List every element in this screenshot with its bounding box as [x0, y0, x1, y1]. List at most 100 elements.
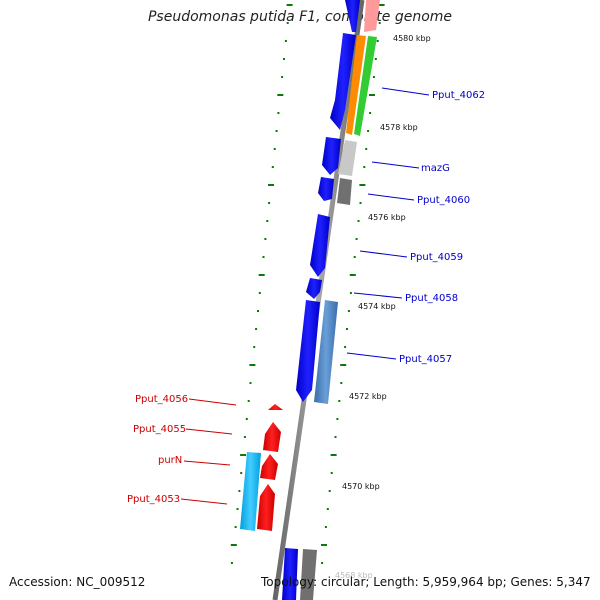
gene-arrow[interactable]: [314, 300, 338, 404]
tick-mark: [367, 130, 370, 132]
tick-mark: [257, 310, 259, 312]
tick-mark: [357, 220, 360, 222]
tick-mark: [349, 292, 352, 294]
tick-mark: [353, 256, 356, 258]
tick-mark: [336, 418, 339, 420]
genome-backbone: [272, 0, 365, 600]
tick-mark: [240, 454, 247, 456]
tick-mark: [271, 166, 274, 168]
tick-mark: [286, 22, 289, 24]
tick-mark: [340, 364, 347, 366]
gene-arrow[interactable]: [260, 454, 278, 480]
gene-arrow[interactable]: [296, 300, 320, 402]
tick-mark: [369, 112, 372, 114]
tick-mark: [372, 76, 375, 78]
tick-mark: [321, 562, 324, 564]
tick-mark: [328, 490, 331, 492]
gene-arrow[interactable]: [257, 484, 275, 531]
gene-arrow[interactable]: [306, 278, 322, 299]
tick-mark: [253, 346, 256, 348]
gene-arrow[interactable]: [300, 549, 317, 600]
tick-mark: [268, 202, 271, 204]
tick-mark: [245, 418, 248, 420]
tick-mark: [255, 328, 258, 330]
gene-arrow[interactable]: [345, 0, 360, 32]
gene-label[interactable]: Pput_4055: [133, 424, 186, 435]
tick-mark: [326, 508, 329, 510]
tick-mark: [230, 544, 237, 546]
label-leader-lines-reverse: [180, 398, 237, 505]
tick-mark: [349, 274, 356, 276]
gene-label[interactable]: mazG: [421, 163, 450, 174]
tick-mark: [286, 4, 293, 6]
tick-mark: [249, 382, 252, 384]
scale-label: 4578 kbp: [380, 123, 418, 132]
gene-arrow[interactable]: [354, 36, 377, 136]
tick-mark: [378, 22, 381, 24]
tick-mark: [340, 382, 343, 384]
tick-mark: [347, 310, 350, 312]
outer-tick-marks: [321, 4, 385, 564]
gene-label[interactable]: Pput_4062: [432, 90, 485, 101]
tick-mark: [258, 274, 265, 276]
gene-arrow[interactable]: [330, 33, 356, 130]
gene-arrow[interactable]: [337, 178, 352, 205]
scale-label: 4570 kbp: [342, 482, 380, 491]
reverse-strand-genes: [240, 404, 283, 531]
tick-mark: [277, 112, 280, 114]
tick-mark: [234, 526, 237, 528]
tick-mark: [236, 508, 239, 510]
tick-mark: [264, 238, 267, 240]
tick-mark: [273, 148, 276, 150]
genome-summary: Topology: circular; Length: 5,959,964 bp…: [261, 575, 591, 589]
tick-mark: [230, 562, 233, 564]
scale-label: 4574 kbp: [358, 302, 396, 311]
gene-arrow[interactable]: [322, 137, 341, 175]
tick-mark: [268, 184, 274, 186]
tick-mark: [249, 364, 256, 366]
tick-mark: [365, 148, 368, 150]
gene-arrow[interactable]: [364, 0, 380, 32]
gene-label[interactable]: Pput_4056: [135, 394, 188, 405]
gene-arrow[interactable]: [310, 214, 330, 277]
tick-mark: [374, 58, 377, 60]
scale-label: 4572 kbp: [349, 392, 387, 401]
tick-mark: [378, 4, 385, 6]
gene-label[interactable]: Pput_4059: [410, 252, 463, 263]
gene-labels: Pput_4062 mazG Pput_4060 Pput_4059 Pput_…: [127, 90, 485, 505]
tick-mark: [240, 472, 243, 474]
gene-arrow[interactable]: [318, 177, 334, 201]
gene-arrow[interactable]: [268, 404, 283, 410]
tick-mark: [359, 184, 366, 186]
tick-mark: [338, 400, 341, 402]
gene-label[interactable]: purN: [158, 455, 182, 466]
forward-strand-genes: [282, 0, 380, 600]
gene-label[interactable]: Pput_4053: [127, 494, 180, 505]
gene-label[interactable]: Pput_4060: [417, 195, 470, 206]
gene-label[interactable]: Pput_4057: [399, 354, 452, 365]
scale-label: 4580 kbp: [393, 34, 431, 43]
gene-arrow[interactable]: [346, 35, 366, 135]
gene-arrow[interactable]: [282, 548, 298, 600]
gene-arrow[interactable]: [240, 452, 261, 531]
tick-mark: [324, 526, 327, 528]
tick-mark: [363, 166, 366, 168]
tick-mark: [262, 256, 265, 258]
tick-mark: [321, 544, 327, 546]
inner-tick-marks: [230, 4, 293, 564]
tick-mark: [344, 346, 347, 348]
gene-arrow[interactable]: [338, 140, 357, 176]
tick-mark: [376, 40, 379, 42]
scale-labels: 4580 kbp 4578 kbp 4576 kbp 4574 kbp 4572…: [335, 34, 431, 580]
label-leader-lines: [346, 87, 430, 360]
tick-mark: [359, 202, 362, 204]
accession-info: Accession: NC_009512: [9, 575, 146, 589]
tick-mark: [243, 436, 246, 438]
tick-mark: [330, 454, 337, 456]
tick-mark: [266, 220, 269, 222]
gene-label[interactable]: Pput_4058: [405, 293, 458, 304]
scale-label: 4576 kbp: [368, 213, 406, 222]
tick-mark: [346, 328, 348, 330]
gene-arrow[interactable]: [263, 422, 281, 452]
